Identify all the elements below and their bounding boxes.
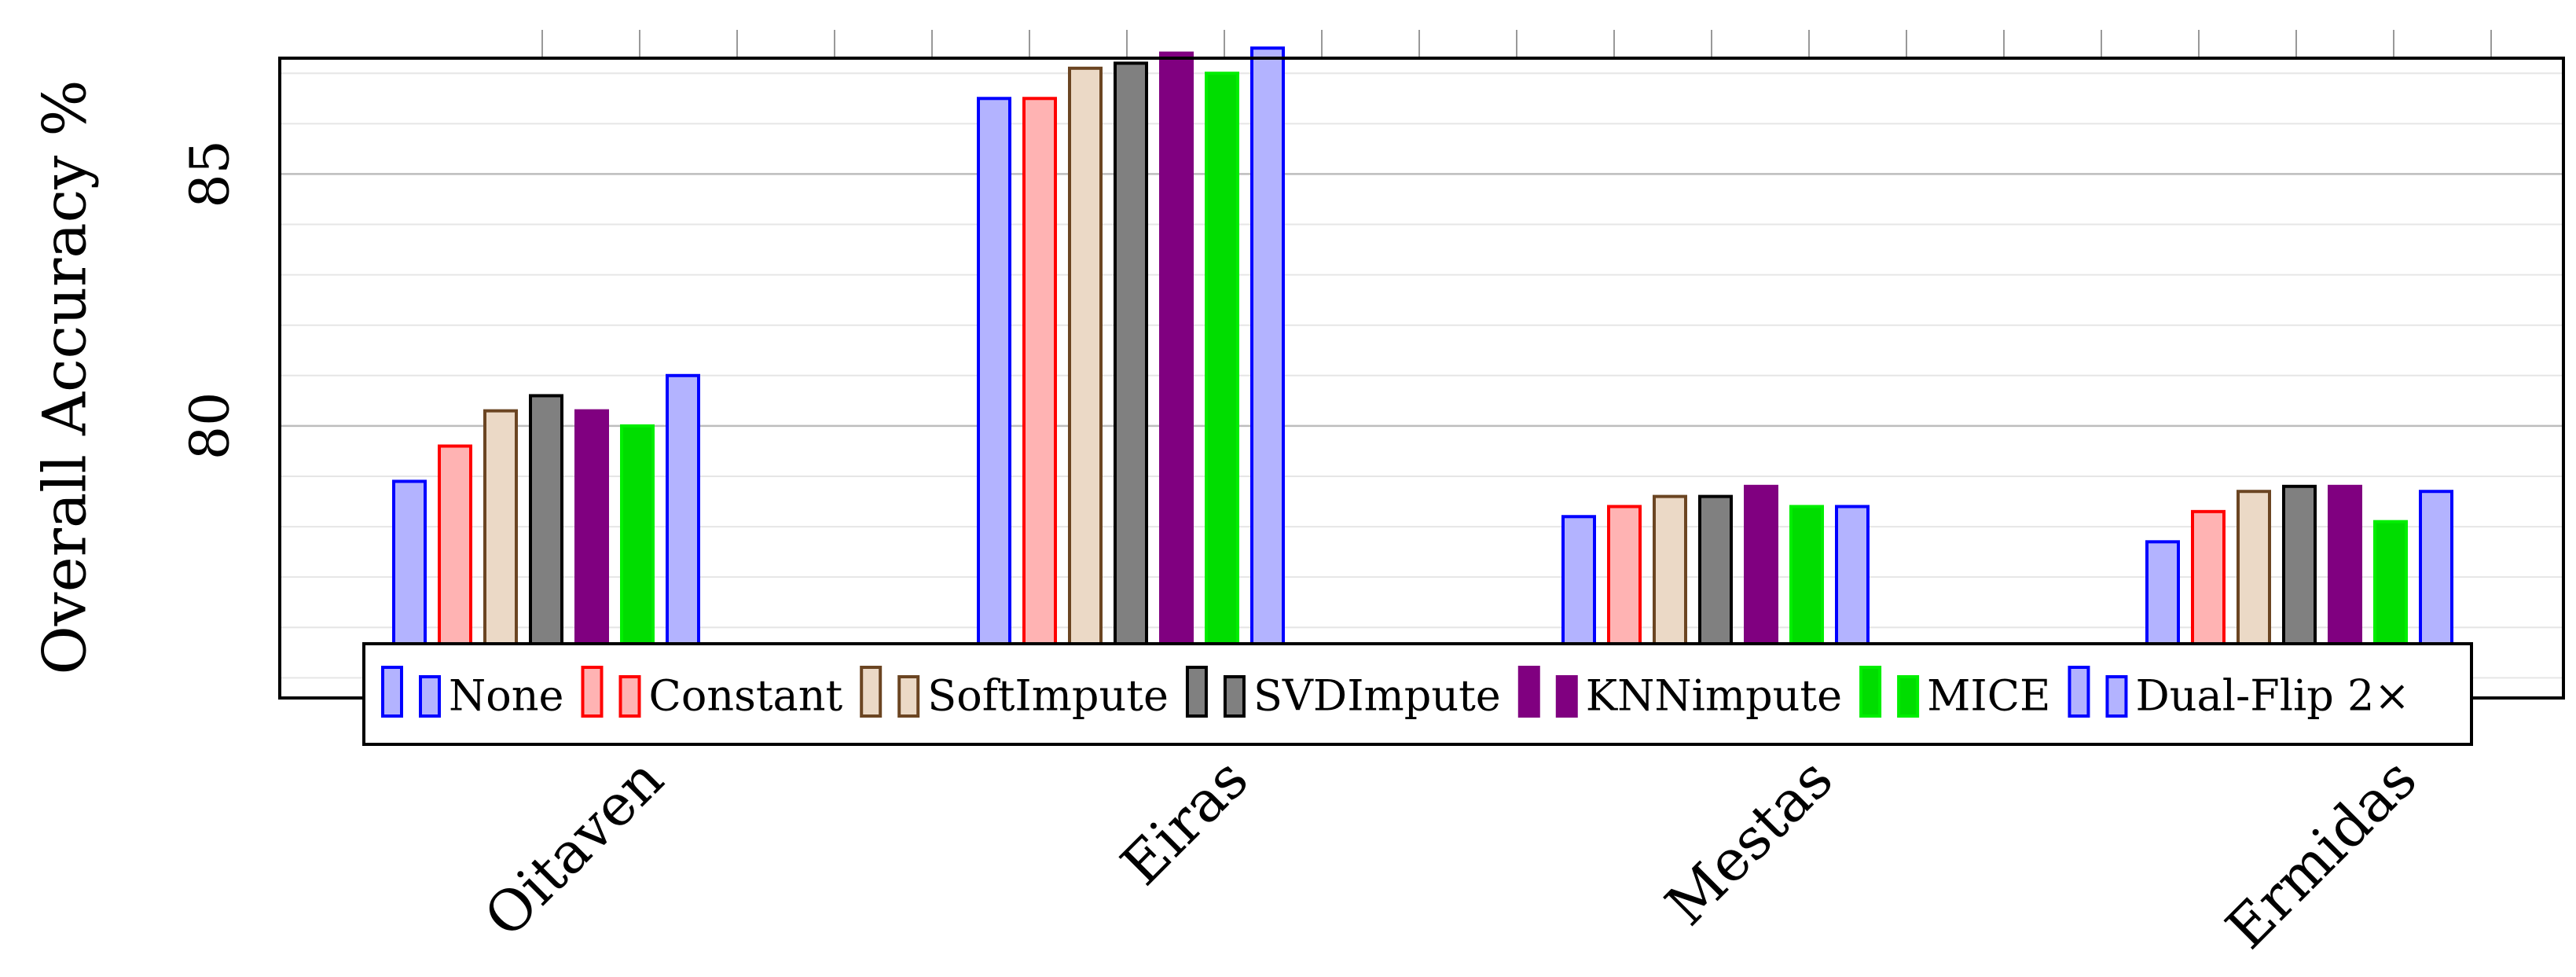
legend-swatch-bar — [1897, 675, 1920, 718]
legend-swatch-bar — [1223, 675, 1246, 718]
bar-series-0 — [392, 97, 2180, 700]
legend-label: Dual-Flip 2× — [2135, 671, 2409, 721]
bar — [1159, 51, 1194, 700]
legend-label: Constant — [649, 671, 843, 721]
legend-item: MICE — [1859, 666, 2050, 721]
bar-series-5 — [620, 72, 2408, 700]
legend-item: None — [381, 666, 564, 721]
x-category-label: Eiras — [1108, 746, 1260, 898]
bar-series-1 — [438, 97, 2226, 700]
bar — [1205, 72, 1239, 700]
legend-swatch-bar — [1517, 666, 1540, 718]
x-axis-category-labels: Oitaven Eiras Mestas Ermidas — [472, 746, 2429, 962]
legend-swatch-bar — [860, 666, 883, 718]
y-axis-label: Overall Accuracy % — [30, 79, 100, 674]
legend-swatch-bar — [897, 675, 920, 718]
legend-item: Constant — [581, 666, 843, 721]
y-tick-label: 80 — [180, 392, 242, 461]
legend-label: KNNimpute — [1586, 671, 1842, 721]
legend: None Constant SoftImpute SVDImpute KNNimpute… — [362, 642, 2473, 746]
bar — [977, 97, 1011, 700]
x-category-label: Oitaven — [472, 746, 676, 950]
bar — [1250, 46, 1285, 700]
legend-item: Dual-Flip 2× — [2068, 666, 2410, 721]
grid-lines — [280, 72, 2563, 679]
x-category-label: Mestas — [1653, 746, 1845, 938]
y-axis-ticks: 80 85 — [180, 140, 242, 460]
y-tick-label: 85 — [180, 140, 242, 208]
legend-label: MICE — [1927, 671, 2050, 721]
bar — [1114, 61, 1148, 700]
legend-swatch-bar — [1555, 675, 1578, 718]
legend-swatch-bar — [2068, 666, 2090, 718]
legend-swatch-bar — [1185, 666, 1208, 718]
legend-swatch-bar — [2105, 675, 2128, 718]
legend-swatch-bar — [618, 675, 641, 718]
legend-label: SVDImpute — [1253, 671, 1501, 721]
bar-series-3 — [529, 61, 2317, 700]
legend-item: SoftImpute — [860, 666, 1169, 721]
bar-series-6 — [666, 46, 2453, 700]
legend-swatch-bar — [419, 675, 441, 718]
bar-series-2 — [483, 66, 2271, 700]
legend-swatch-bar — [581, 666, 604, 718]
legend-item: KNNimpute — [1517, 666, 1842, 721]
bars — [392, 46, 2453, 700]
bar — [1068, 66, 1103, 700]
legend-swatch-bar — [381, 666, 403, 718]
legend-items: None Constant SoftImpute SVDImpute KNNimpute… — [381, 666, 2410, 721]
legend-label: SoftImpute — [927, 671, 1169, 721]
legend-label: None — [449, 671, 564, 721]
top-axis-ticks — [541, 30, 2492, 58]
legend-swatch-bar — [1859, 666, 1882, 718]
legend-item: SVDImpute — [1185, 666, 1501, 721]
bar — [1022, 97, 1057, 700]
x-category-label: Ermidas — [2213, 746, 2429, 962]
